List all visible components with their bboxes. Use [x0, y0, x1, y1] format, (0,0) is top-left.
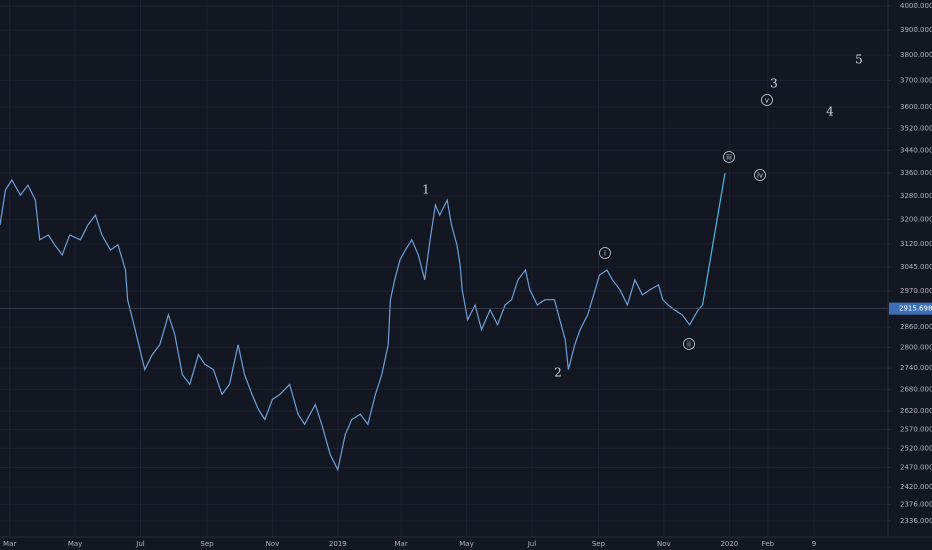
y-tick-label: 3120.0000	[900, 240, 932, 248]
y-tick-label: 2970.0000	[900, 287, 932, 295]
x-tick-label: 2020	[720, 540, 738, 548]
y-tick-label: 2520.0000	[900, 444, 932, 452]
x-tick-label: Jul	[527, 540, 537, 548]
price-axis	[888, 0, 932, 550]
y-tick-label: 2800.0000	[900, 343, 932, 351]
wave-circle	[754, 169, 766, 181]
wave-circle	[723, 151, 735, 163]
wave-label: iv	[757, 172, 763, 180]
y-tick-label: 3045.0000	[900, 263, 932, 271]
x-tick-label: 9	[812, 540, 816, 548]
x-tick-label: Sep	[200, 540, 214, 548]
y-tick-label: 2420.0000	[900, 483, 932, 491]
wave-label: v	[765, 97, 769, 105]
x-tick-label: 2019	[329, 540, 347, 548]
wave-label: i	[604, 250, 606, 258]
wave-label: ii	[687, 341, 691, 349]
y-tick-label: 3280.0000	[900, 192, 932, 200]
last-price-label: 2915.6983	[899, 305, 932, 313]
price-line	[701, 173, 726, 306]
y-tick-label: 3700.0000	[900, 77, 932, 85]
y-tick-label: 3360.0000	[900, 169, 932, 177]
y-tick-label: 3520.0000	[900, 124, 932, 132]
wave-circle	[761, 94, 773, 106]
x-tick-label: Mar	[3, 540, 16, 548]
x-tick-label: May	[68, 540, 82, 548]
y-tick-label: 3200.0000	[900, 216, 932, 224]
wave-label: 1	[422, 183, 430, 197]
y-tick-label: 3600.0000	[900, 103, 932, 111]
y-tick-label: 3800.0000	[900, 51, 932, 59]
y-tick-label: 2570.0000	[900, 425, 932, 433]
axes: 4000.0000 3900.0000 3800.0000 3700.0000 3600…	[3, 2, 932, 548]
wave-circle	[599, 247, 611, 259]
x-tick-label: Sep	[592, 540, 606, 548]
y-tick-label: 2680.0000	[900, 385, 932, 393]
x-tick-label: Nov	[266, 540, 280, 548]
y-tick-label: 2740.0000	[900, 364, 932, 372]
y-tick-label: 2336.0000	[900, 517, 932, 525]
y-tick-label: 2376.0000	[900, 501, 932, 509]
x-tick-label: Nov	[657, 540, 671, 548]
x-tick-label: Feb	[762, 540, 775, 548]
y-tick-label: 2620.0000	[900, 407, 932, 415]
y-tick-label: 2860.0000	[900, 323, 932, 331]
wave-circle	[683, 338, 695, 350]
grid	[0, 0, 888, 537]
last-price-box	[889, 302, 932, 315]
x-tick-label: Jul	[135, 540, 145, 548]
x-tick-label: May	[459, 540, 473, 548]
y-tick-label: 2470.0000	[900, 463, 932, 471]
y-tick-label: 4000.0000	[900, 2, 932, 10]
wave-label: 5	[855, 53, 863, 67]
y-tick-label: 3440.0000	[900, 146, 932, 154]
wave-label: iii	[726, 154, 732, 162]
price-line	[0, 178, 703, 472]
wave-label: 3	[770, 77, 778, 91]
wave-label: 2	[554, 366, 562, 380]
x-tick-label: Mar	[394, 540, 407, 548]
y-tick-label: 3900.0000	[900, 26, 932, 34]
wave-label: 4	[826, 105, 834, 119]
